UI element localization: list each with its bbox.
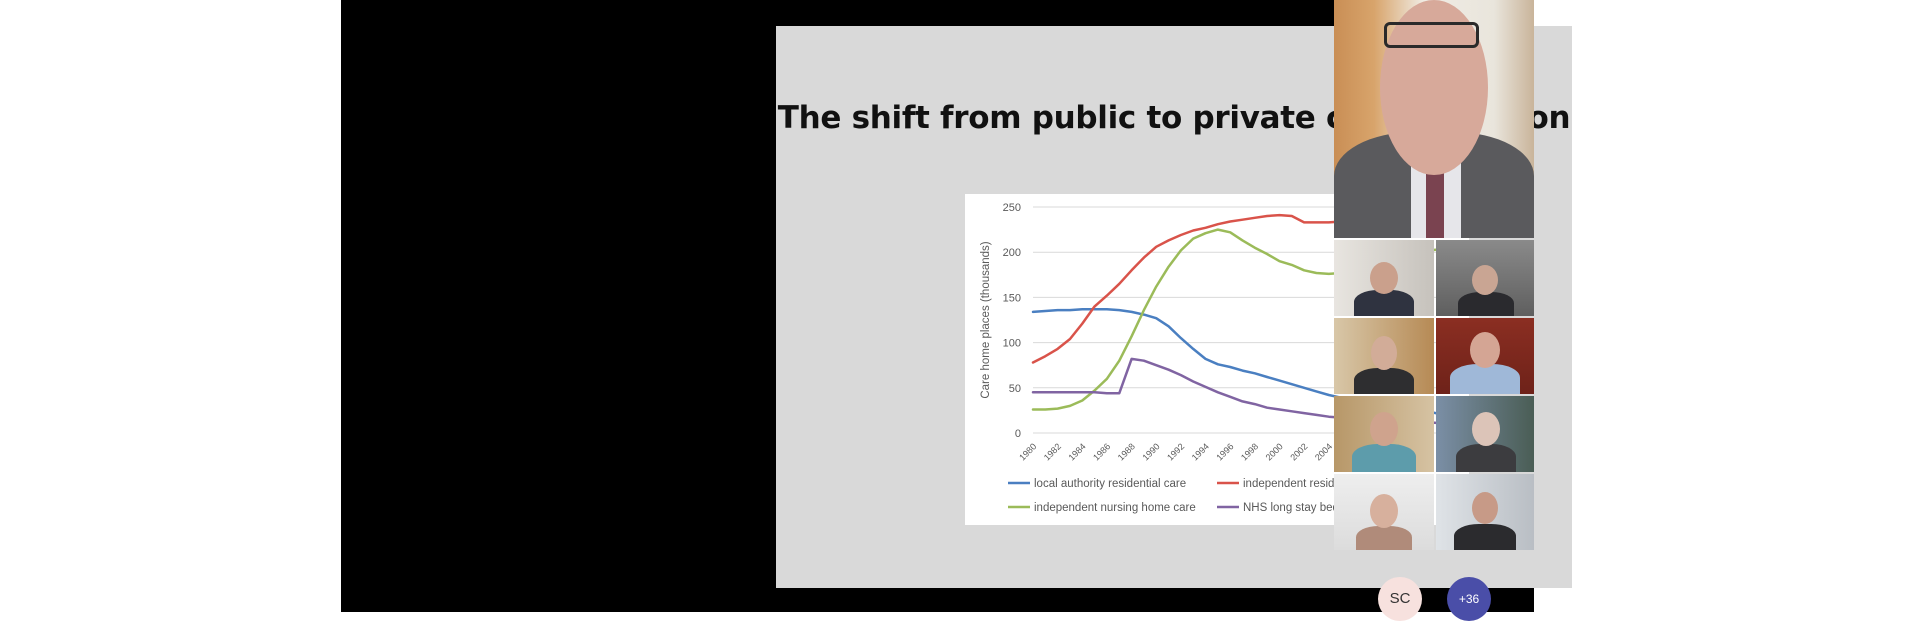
participant-initials-avatar[interactable]: SC	[1378, 577, 1422, 621]
x-tick-label: 1990	[1140, 441, 1161, 462]
participant-body	[1352, 444, 1416, 472]
participant-video-tile[interactable]	[1334, 396, 1434, 472]
participant-head	[1472, 265, 1498, 295]
participant-body	[1456, 444, 1516, 472]
y-tick-label: 0	[1015, 428, 1021, 440]
y-tick-label: 50	[1009, 383, 1021, 395]
y-tick-label: 150	[1003, 292, 1021, 304]
x-tick-label: 1986	[1091, 441, 1112, 462]
x-tick-label: 1982	[1042, 441, 1063, 462]
participant-video-tile[interactable]	[1334, 318, 1434, 394]
y-tick-label: 250	[1003, 202, 1021, 214]
participant-video-tile[interactable]	[1436, 240, 1534, 316]
x-tick-label: 1992	[1165, 441, 1186, 462]
participant-head	[1370, 262, 1398, 294]
y-tick-label: 100	[1003, 338, 1021, 350]
participant-body	[1454, 524, 1516, 550]
legend-label: independent nursing home care	[1034, 502, 1196, 514]
x-tick-label: 1998	[1239, 441, 1260, 462]
legend-label: NHS long stay beds	[1243, 502, 1345, 514]
participant-head	[1370, 412, 1398, 446]
participant-body	[1354, 368, 1414, 394]
x-tick-label: 1980	[1017, 441, 1038, 462]
x-tick-label: 2004	[1313, 441, 1334, 462]
x-tick-label: 1984	[1066, 441, 1087, 462]
participant-head	[1371, 336, 1397, 370]
participant-video-tile[interactable]	[1436, 396, 1534, 472]
speaker-head	[1380, 0, 1488, 175]
x-tick-label: 1994	[1190, 441, 1211, 462]
speaker-glasses	[1384, 22, 1479, 48]
legend-label: local authority residential care	[1034, 478, 1186, 490]
participant-head	[1472, 412, 1500, 446]
more-participants-button[interactable]: +36	[1447, 577, 1491, 621]
participant-video-tile[interactable]	[1436, 474, 1534, 550]
participant-body	[1354, 290, 1414, 316]
participant-body	[1458, 292, 1514, 316]
y-axis-label: Care home places (thousands)	[980, 241, 992, 398]
participant-body	[1450, 364, 1520, 394]
x-tick-label: 1996	[1214, 441, 1235, 462]
speaker-video-tile[interactable]	[1334, 0, 1534, 238]
speaker-tie	[1426, 165, 1444, 238]
participant-body	[1356, 526, 1412, 550]
x-tick-label: 2000	[1264, 441, 1285, 462]
participant-video-tile[interactable]	[1334, 240, 1434, 316]
x-tick-label: 1988	[1116, 441, 1137, 462]
participant-head	[1370, 494, 1398, 528]
x-tick-label: 2002	[1288, 441, 1309, 462]
y-tick-label: 200	[1003, 247, 1021, 259]
participant-head	[1470, 332, 1500, 368]
participant-head	[1472, 492, 1498, 524]
participant-video-tile[interactable]	[1436, 318, 1534, 394]
participant-video-tile[interactable]	[1334, 474, 1434, 550]
